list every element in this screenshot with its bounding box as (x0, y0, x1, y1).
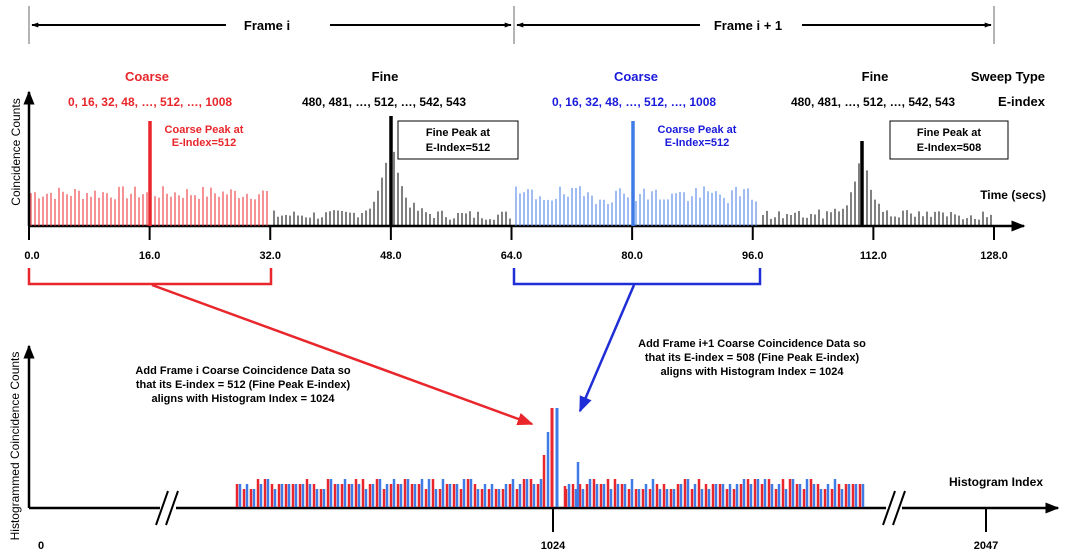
fine-e-indices-frame-i1: 480, 481, …, 512, …, 542, 543 (791, 95, 955, 109)
frame-i-coarse-bracket (27, 268, 273, 286)
frame-i1-annotation-line1: Add Frame i+1 Coarse Coincidence Data so (638, 338, 866, 350)
top-x-tick-label: 16.0 (139, 250, 160, 262)
bottom-x-axis-label: Histogram Index (949, 475, 1043, 489)
fine-peak-frame-i-line1: Fine Peak at (426, 127, 491, 139)
coarse-peak-frame-i-line1: Coarse Peak at (165, 124, 244, 136)
sweep-header: Coarse Fine Coarse Fine Sweep Type 0, 16… (68, 69, 1046, 109)
top-x-tick-label: 112.0 (860, 250, 887, 262)
bottom-chart: Histogrammed Coincidence Counts Histogra… (8, 344, 1060, 552)
e-index-label: E-index (998, 94, 1046, 109)
fine-label-frame-i: Fine (372, 69, 399, 84)
fine-peak-frame-i-box (397, 120, 519, 160)
top-bars (30, 116, 992, 226)
top-x-tick-label: 128.0 (980, 250, 1008, 262)
top-x-tick-label: 80.0 (621, 250, 642, 262)
frame-i1-label: Frame i + 1 (714, 18, 782, 33)
tick-label-2047: 2047 (974, 540, 998, 552)
frame-i-annotation-line1: Add Frame i Coarse Coincidence Data so (135, 365, 350, 377)
top-x-tick-label: 32.0 (260, 250, 281, 262)
fine-label-frame-i1: Fine (862, 69, 889, 84)
axis-break-right (882, 490, 906, 526)
coarse-peak-frame-i1-line2: E-Index=512 (665, 137, 730, 149)
fine-peak-frame-i1-line2: E-Index=508 (917, 142, 982, 154)
frame-i1-alignment-arrow (578, 284, 636, 413)
coarse-e-indices-frame-i: 0, 16, 32, 48, …, 512, …, 1008 (68, 95, 232, 109)
bottom-x-ticks: 0 1024 2047 (38, 508, 998, 552)
frame-i-annotation-line2: that its E-index = 512 (Fine Peak E-inde… (136, 379, 351, 391)
bottom-bars (235, 408, 865, 507)
alignment-arrows: Add Frame i Coarse Coincidence Data so t… (27, 268, 866, 426)
top-x-tick-label: 48.0 (380, 250, 401, 262)
frame-i-annotation-line3: aligns with Histogram Index = 1024 (151, 393, 335, 405)
fine-e-indices-frame-i: 480, 481, …, 512, …, 542, 543 (302, 95, 466, 109)
fine-peak-frame-i1-line1: Fine Peak at (917, 127, 982, 139)
frame-markers: Frame i Frame i + 1 (28, 6, 995, 44)
frame-i1-coarse-bracket (512, 268, 762, 286)
coarse-label-frame-i: Coarse (125, 69, 169, 84)
frame-i-alignment-arrow (151, 283, 534, 426)
coarse-peak-frame-i1-line1: Coarse Peak at (658, 124, 737, 136)
axis-break-left (155, 490, 179, 526)
fine-peak-frame-i1-box (889, 120, 1009, 160)
tick-label-0: 0 (38, 540, 44, 552)
top-x-tick-label: 0.0 (24, 250, 39, 262)
top-y-axis-label: Coincidence Counts (9, 98, 23, 205)
bottom-y-axis-label: Histogrammed Coincidence Counts (8, 352, 22, 541)
top-chart: Coincidence Counts Time (secs) 0.0 16.0 32… (9, 90, 1046, 262)
sweep-type-label: Sweep Type (971, 69, 1045, 84)
frame-i-label: Frame i (244, 18, 290, 33)
fine-peak-frame-i-line2: E-Index=512 (426, 142, 491, 154)
top-x-tick-label: 64.0 (501, 250, 522, 262)
top-x-tick-label: 96.0 (742, 250, 763, 262)
top-x-axis-label: Time (secs) (980, 188, 1046, 202)
top-x-ticks: 0.0 16.0 32.0 48.0 64.0 80.0 96.0 112.0 128.0 (24, 226, 1008, 262)
tick-label-1024: 1024 (541, 540, 566, 552)
frame-i1-annotation-line3: aligns with Histogram Index = 1024 (660, 366, 844, 378)
frame-i1-annotation-line2: that its E-index = 508 (Fine Peak E-inde… (645, 352, 860, 364)
coarse-peak-frame-i-line2: E-Index=512 (172, 137, 237, 149)
coarse-label-frame-i1: Coarse (614, 69, 658, 84)
coarse-e-indices-frame-i1: 0, 16, 32, 48, …, 512, …, 1008 (552, 95, 716, 109)
